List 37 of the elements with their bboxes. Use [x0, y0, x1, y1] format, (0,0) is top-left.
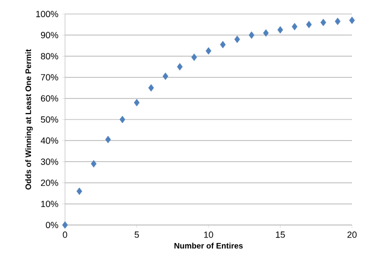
- y-tick-label: 70%: [40, 74, 58, 80]
- point: [206, 47, 212, 55]
- y-tick-label: 100%: [36, 10, 58, 18]
- point: [220, 40, 226, 48]
- point: [292, 22, 298, 30]
- x-tick-label: 20: [347, 232, 357, 238]
- y-tick-label: 0%: [46, 222, 58, 228]
- point: [306, 20, 312, 28]
- x-tick-label: 0: [62, 232, 68, 238]
- point: [162, 72, 168, 80]
- y-tick-label: 30%: [40, 158, 58, 165]
- x-tick-label: 15: [276, 232, 285, 238]
- point: [277, 26, 284, 34]
- point: [62, 221, 68, 229]
- y-tick-label: 60%: [40, 95, 58, 102]
- point: [320, 18, 326, 26]
- x-tick-label: 10: [204, 232, 214, 238]
- point: [334, 18, 340, 26]
- point: [148, 84, 154, 92]
- y-tick-label: 20%: [40, 180, 58, 186]
- point: [349, 16, 355, 24]
- point: [120, 116, 126, 124]
- point: [234, 36, 240, 44]
- point: [191, 54, 197, 61]
- y-tick-label: 90%: [40, 32, 58, 38]
- point: [176, 63, 183, 70]
- point: [105, 136, 111, 144]
- point: [76, 188, 82, 195]
- y-tick-label: 80%: [40, 53, 58, 60]
- point: [134, 98, 140, 106]
- x-tick-label: 5: [134, 232, 139, 238]
- y-tick-label: 10%: [41, 200, 58, 208]
- y-tick-label: 40%: [40, 137, 58, 144]
- point: [248, 31, 254, 39]
- point: [90, 160, 97, 168]
- y-tick-label: 50%: [40, 116, 58, 123]
- point: [263, 29, 269, 37]
